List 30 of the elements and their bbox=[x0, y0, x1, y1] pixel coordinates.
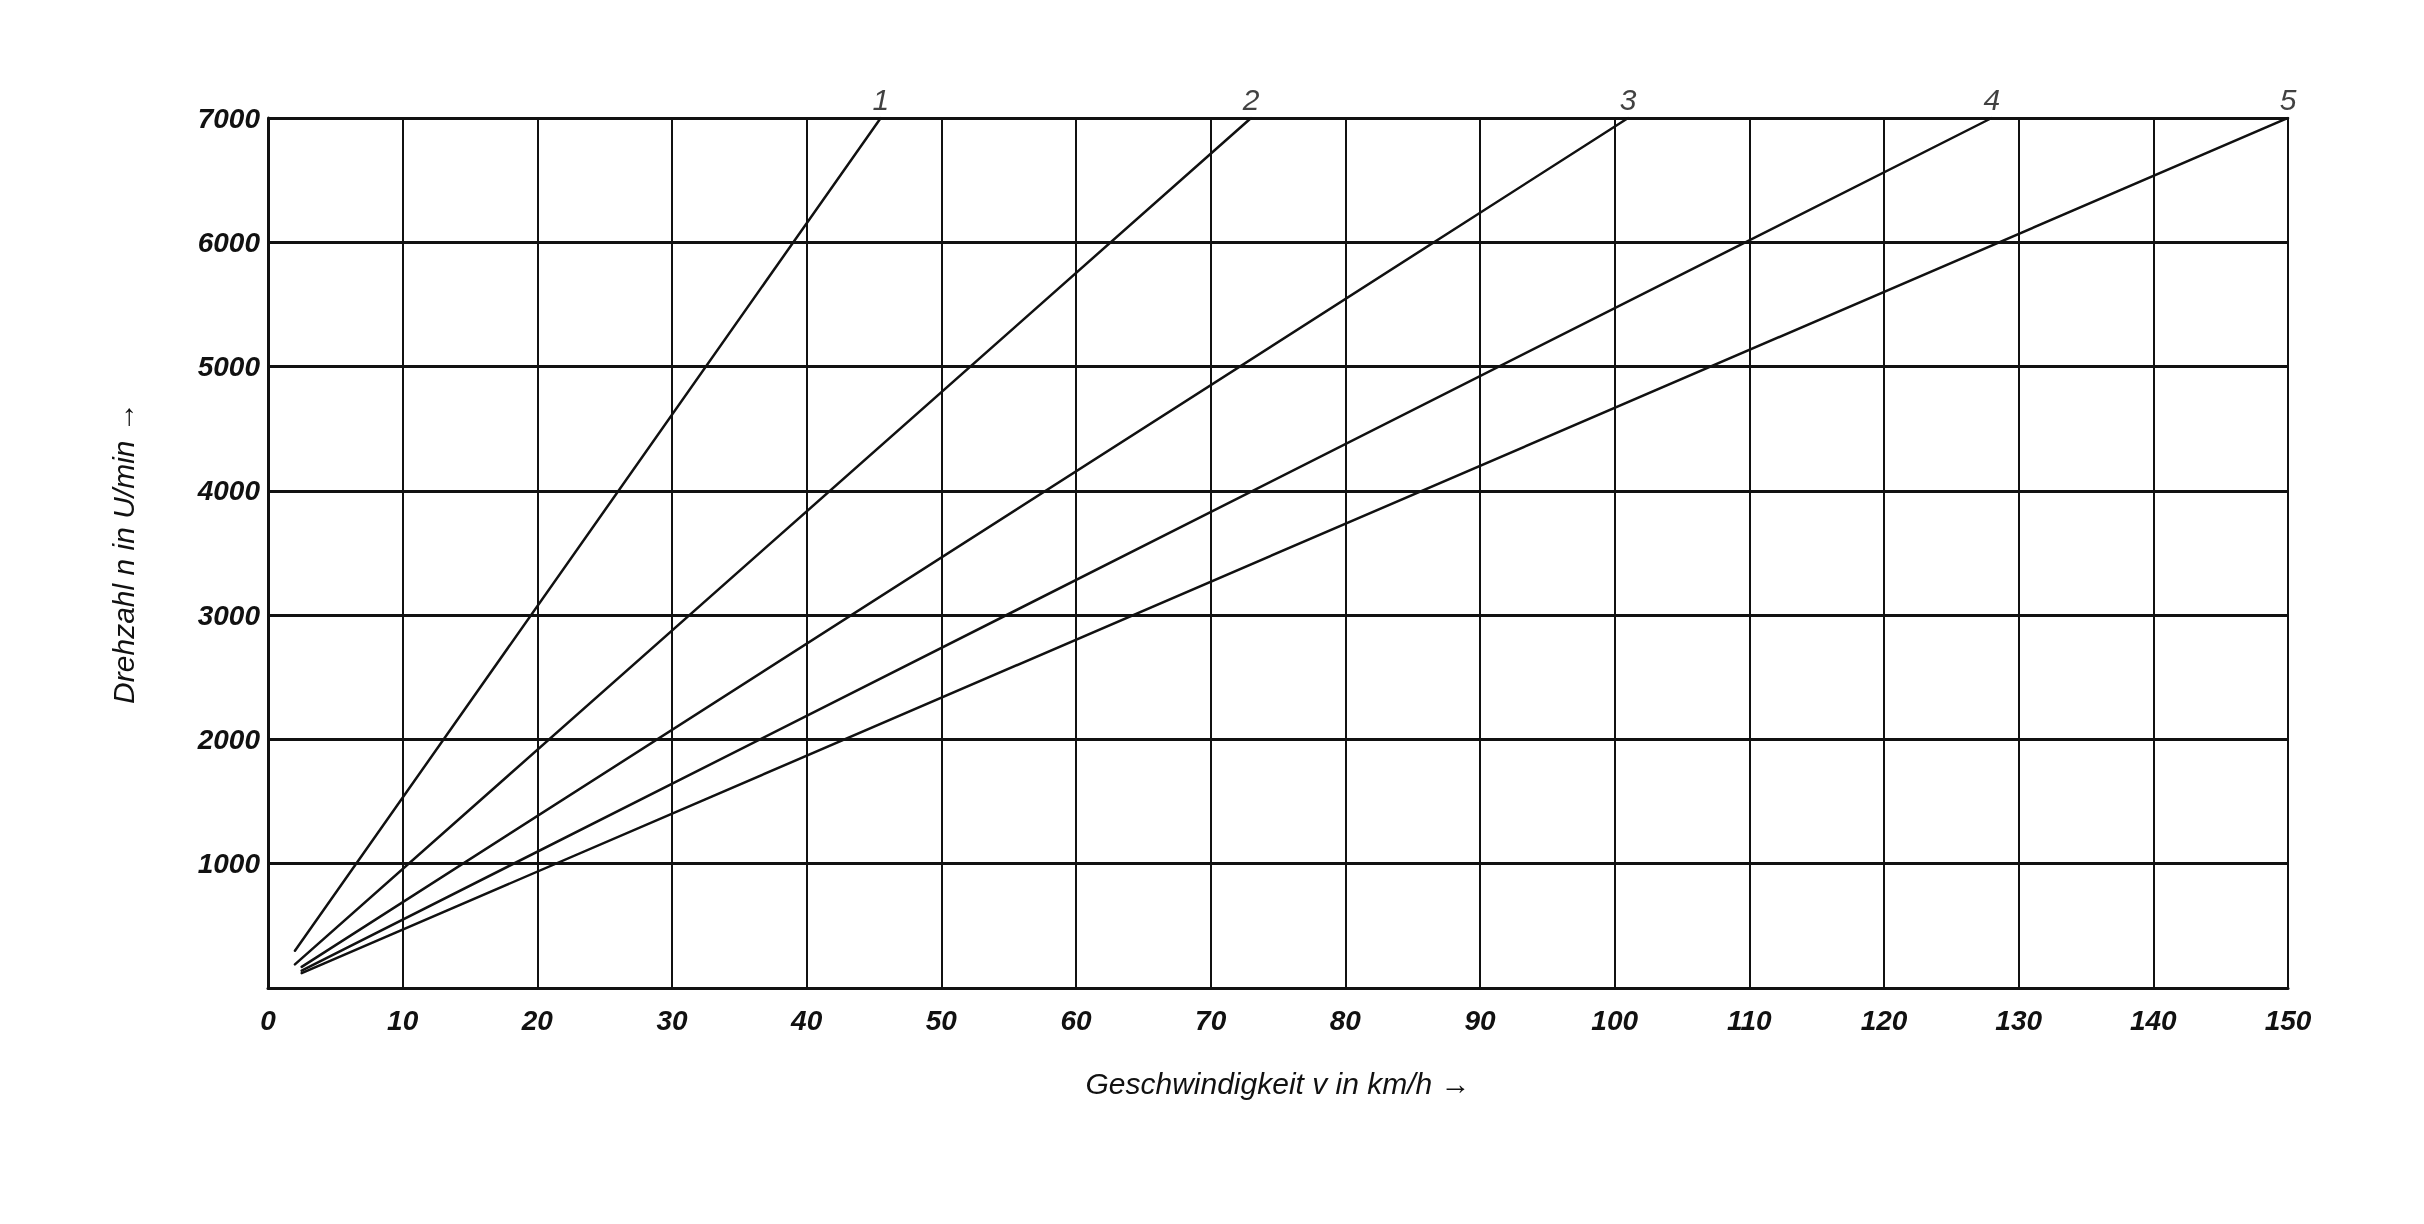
y-tick-label: 1000 bbox=[197, 848, 261, 880]
x-tick-label: 100 bbox=[1591, 1004, 1639, 1036]
y-tick-label: 2000 bbox=[196, 723, 261, 755]
x-tick-label: 70 bbox=[1195, 1004, 1227, 1036]
y-axis-title: Drehzahl n in U/min → bbox=[106, 402, 140, 704]
x-tick-label: 40 bbox=[790, 1004, 823, 1036]
x-tick-label: 150 bbox=[2264, 1004, 2312, 1036]
x-tick-label: 30 bbox=[656, 1004, 688, 1036]
y-tick-label: 3000 bbox=[197, 599, 261, 631]
x-tick-label: 60 bbox=[1060, 1004, 1092, 1036]
annotation: 4 bbox=[1983, 82, 2001, 116]
x-axis-title: Geschwindigkeit v in km/h → bbox=[1085, 1066, 1471, 1100]
x-tick-label: 130 bbox=[1995, 1004, 2043, 1036]
y-tick-label: 6000 bbox=[197, 226, 261, 258]
annotation: 5 bbox=[2279, 82, 2297, 116]
x-tick-label: 20 bbox=[520, 1004, 554, 1036]
x-tick-label: 140 bbox=[2129, 1004, 2178, 1036]
y-tick-label: 7000 bbox=[197, 102, 261, 134]
x-tick-label: 0 bbox=[260, 1004, 277, 1036]
x-tick-label: 110 bbox=[1727, 1004, 1773, 1036]
y-tick-label: 4000 bbox=[196, 475, 261, 507]
x-tick-label: 10 bbox=[387, 1004, 419, 1036]
x-tick-label: 80 bbox=[1329, 1004, 1362, 1036]
y-tick-label: 5000 bbox=[197, 351, 261, 383]
annotation: 1 bbox=[872, 82, 890, 116]
x-tick-label: 50 bbox=[925, 1004, 958, 1036]
x-tick-label: 120 bbox=[1860, 1004, 1908, 1036]
annotation: 2 bbox=[1241, 82, 1260, 116]
x-tick-label: 90 bbox=[1464, 1004, 1496, 1036]
annotation: 3 bbox=[1619, 82, 1637, 116]
